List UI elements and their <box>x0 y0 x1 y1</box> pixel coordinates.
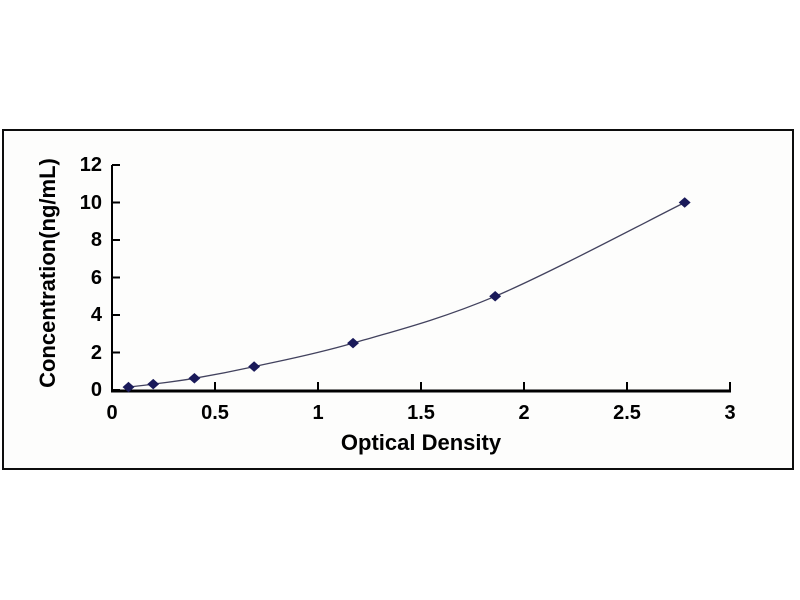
x-tick-label: 1 <box>312 402 324 424</box>
x-axis-title: Optical Density <box>340 430 502 455</box>
data-point-marker <box>188 373 201 384</box>
x-tick-label: 0.5 <box>201 402 229 424</box>
series-line <box>128 201 685 388</box>
x-tick-label: 2.5 <box>613 402 641 424</box>
data-point-marker <box>489 290 502 302</box>
data-point-marker <box>347 337 359 349</box>
data-point-marker <box>248 361 261 372</box>
y-tick-label: 2 <box>90 341 102 364</box>
chart-frame <box>2 129 794 470</box>
y-tick-label: 8 <box>90 229 102 251</box>
data-point-marker <box>122 381 135 393</box>
data-point-marker <box>147 378 160 390</box>
y-tick-label: 6 <box>90 266 102 289</box>
x-tick-label: 3 <box>724 402 736 424</box>
data-point-marker <box>678 197 691 208</box>
x-tick-label: 0 <box>106 402 118 424</box>
y-tick-label: 12 <box>79 154 102 176</box>
y-tick-label: 10 <box>79 191 102 214</box>
x-tick-label: 1.5 <box>407 402 435 424</box>
y-tick-label: 4 <box>90 304 102 326</box>
x-tick-label: 2 <box>518 402 530 424</box>
y-tick-label: 0 <box>90 379 102 401</box>
